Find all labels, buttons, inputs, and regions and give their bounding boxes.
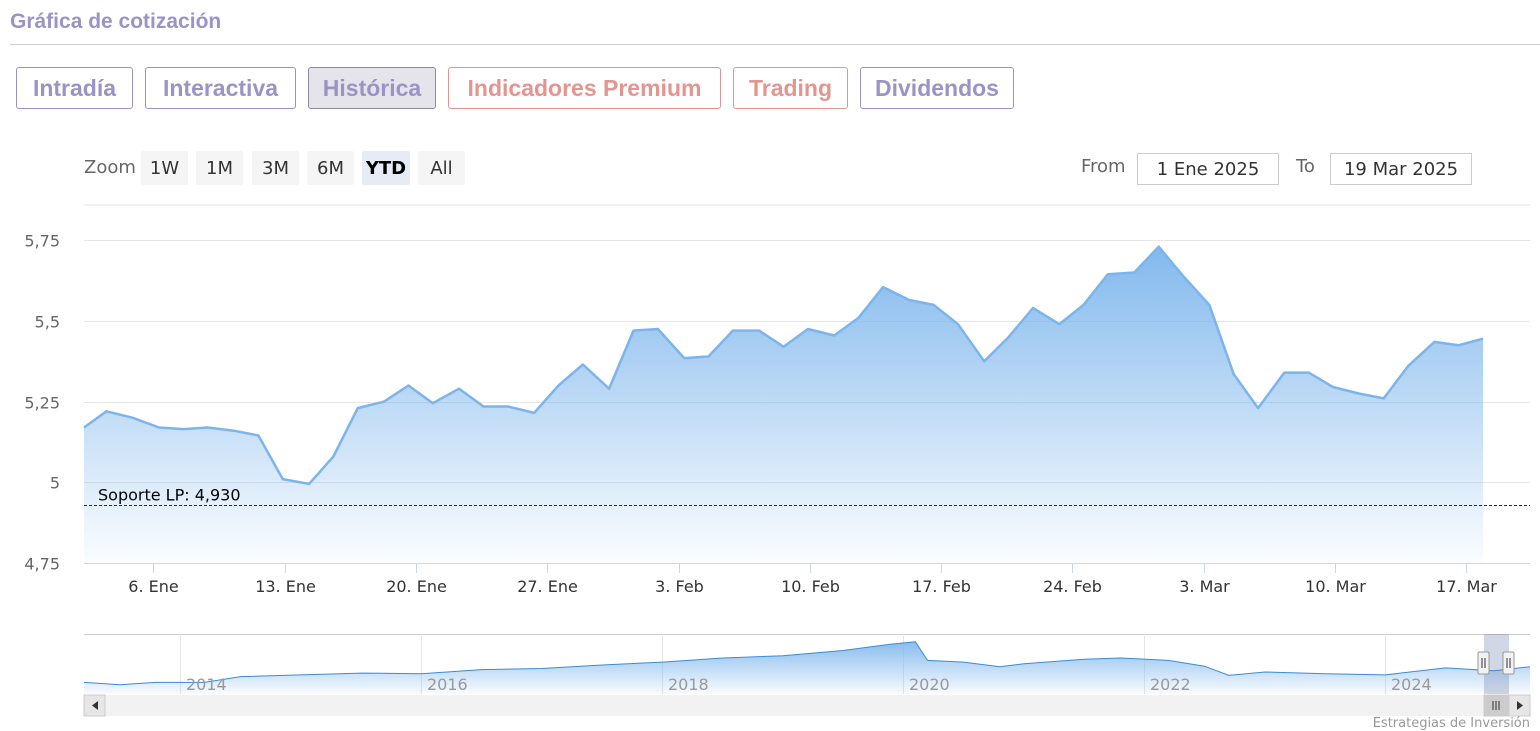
x-tick-label: 10. Mar	[1305, 577, 1366, 596]
chart-credit: Estrategias de Inversión	[1372, 716, 1530, 731]
scrollbar-track[interactable]	[84, 695, 1530, 716]
scrollbar-thumb[interactable]	[1483, 694, 1510, 717]
navigator-left-handle[interactable]	[1477, 651, 1490, 675]
price-area-fill	[84, 246, 1484, 563]
navigator-year-label: 2020	[909, 675, 950, 694]
navigator-area-fill	[84, 641, 1530, 694]
from-label: From	[1081, 156, 1126, 177]
zoom-1w-button[interactable]: 1W	[141, 151, 188, 185]
navigator-series-line	[83, 641, 1531, 686]
navigator-year-label: 2016	[427, 675, 468, 694]
y-tick-label: 5	[50, 474, 60, 493]
x-tick-label: 13. Ene	[255, 577, 316, 596]
to-label: To	[1296, 156, 1315, 177]
handle-body[interactable]	[1477, 651, 1490, 675]
to-date-input[interactable]: 19 Mar 2025	[1330, 153, 1472, 185]
zoom-1m-button[interactable]: 1M	[196, 151, 243, 185]
zoom-all-button[interactable]: All	[418, 151, 465, 185]
navigator-year-label: 2024	[1391, 675, 1432, 694]
x-tick-label: 3. Feb	[655, 577, 704, 596]
x-tick-label: 17. Feb	[912, 577, 971, 596]
zoom-6m-button[interactable]: 6M	[307, 151, 354, 185]
navigator-year-label: 2018	[668, 675, 709, 694]
x-tick-label: 17. Mar	[1436, 577, 1497, 596]
zoom-label: Zoom	[84, 157, 136, 178]
chevron-right-icon	[1517, 701, 1523, 710]
y-tick-label: 5,75	[24, 232, 60, 251]
tab-historica[interactable]: Histórica	[308, 67, 436, 109]
x-tick-label: 27. Ene	[517, 577, 578, 596]
page-title: Gráfica de cotización	[10, 10, 222, 33]
x-tick-label: 20. Ene	[386, 577, 447, 596]
tab-trading[interactable]: Trading	[733, 67, 848, 109]
title-divider	[10, 44, 1540, 45]
scroll-right-button[interactable]	[1508, 694, 1531, 717]
scroll-left-button[interactable]	[83, 694, 106, 717]
zoom-3m-button[interactable]: 3M	[252, 151, 299, 185]
handle-body[interactable]	[1502, 651, 1515, 675]
tab-interactiva[interactable]: Interactiva	[145, 67, 296, 109]
from-date-input[interactable]: 1 Ene 2025	[1137, 153, 1279, 185]
price-series-line	[83, 245, 1484, 486]
x-tick-label: 24. Feb	[1043, 577, 1102, 596]
zoom-ytd-button[interactable]: YTD	[362, 151, 410, 185]
y-tick-label: 5,25	[24, 394, 60, 413]
tab-dividendos[interactable]: Dividendos	[860, 67, 1014, 109]
y-tick-label: 4,75	[24, 555, 60, 574]
navigator-year-label: 2022	[1150, 675, 1191, 694]
tab-indicadores-premium[interactable]: Indicadores Premium	[448, 67, 721, 109]
x-tick-label: 10. Feb	[781, 577, 840, 596]
x-tick-label: 6. Ene	[128, 577, 178, 596]
chevron-left-icon	[92, 701, 98, 710]
navigator-right-handle[interactable]	[1502, 651, 1515, 675]
support-label: Soporte LP: 4,930	[98, 486, 241, 505]
x-tick-label: 3. Mar	[1179, 577, 1230, 596]
y-tick-label: 5,5	[35, 313, 60, 332]
tab-intradia[interactable]: Intradía	[16, 67, 133, 109]
navigator-year-label: 2014	[186, 675, 227, 694]
